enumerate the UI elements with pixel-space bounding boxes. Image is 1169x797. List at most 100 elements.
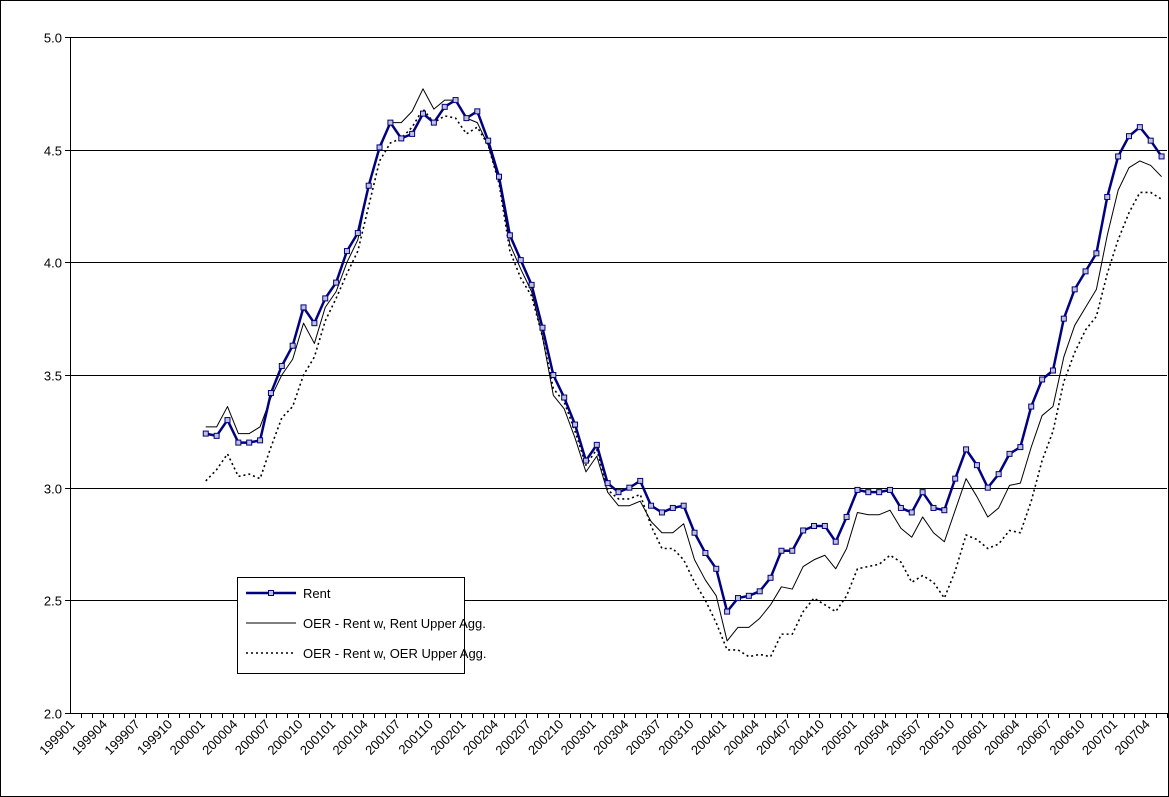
point-marker (463, 115, 470, 122)
point-marker (333, 279, 340, 286)
point-marker (702, 550, 709, 557)
point-marker (973, 462, 980, 469)
point-marker (1115, 153, 1122, 160)
point-marker (832, 538, 839, 545)
point-marker (1006, 450, 1013, 457)
point-marker (474, 108, 481, 115)
point-marker (778, 547, 785, 554)
point-marker (767, 574, 774, 581)
point-marker (800, 527, 807, 534)
point-marker (517, 257, 524, 264)
point-marker (528, 281, 535, 288)
point-marker (1104, 193, 1111, 200)
point-marker (1093, 250, 1100, 257)
point-marker (202, 430, 209, 437)
point-marker (637, 477, 644, 484)
point-marker (235, 439, 242, 446)
point-marker (963, 446, 970, 453)
point-marker (648, 502, 655, 509)
point-marker (289, 342, 296, 349)
point-marker (941, 507, 948, 514)
point-marker (919, 489, 926, 496)
point-marker (724, 608, 731, 615)
point-marker (572, 421, 579, 428)
point-marker (582, 457, 589, 464)
point-marker (224, 417, 231, 424)
point-marker (1028, 403, 1035, 410)
y-tick-label: 5.0 (44, 31, 62, 46)
point-marker (441, 103, 448, 110)
y-tick-label: 2.0 (44, 707, 62, 722)
point-marker (1147, 137, 1154, 144)
point-marker (1039, 376, 1046, 383)
point-marker (300, 304, 307, 311)
point-marker (267, 390, 274, 397)
point-marker (713, 565, 720, 572)
y-tick-label: 2.5 (44, 594, 62, 609)
point-marker (430, 119, 437, 126)
point-marker (278, 362, 285, 369)
point-marker (615, 489, 622, 496)
point-marker (593, 441, 600, 448)
point-marker (1158, 153, 1165, 160)
legend-label: OER - Rent w, OER Upper Agg. (303, 646, 487, 661)
point-marker (1060, 315, 1067, 322)
point-marker (1082, 268, 1089, 275)
point-marker (669, 504, 676, 511)
point-marker (213, 432, 220, 439)
point-marker (843, 513, 850, 520)
y-tick-label: 4.5 (44, 144, 62, 159)
point-marker (419, 110, 426, 117)
point-marker (496, 173, 503, 180)
point-marker (680, 502, 687, 509)
point-marker (485, 137, 492, 144)
legend: Rent OER - Rent w, Rent Upper Agg. OER - R… (237, 577, 487, 674)
point-marker (550, 372, 557, 378)
point-marker (908, 509, 915, 516)
point-marker (1049, 367, 1056, 374)
point-marker (930, 504, 937, 511)
point-marker (1125, 133, 1132, 140)
point-marker (354, 230, 361, 237)
point-marker (246, 439, 253, 446)
point-marker (387, 119, 394, 126)
point-marker (561, 394, 568, 401)
y-tick-label: 3.0 (44, 482, 62, 497)
legend-label: OER - Rent w, Rent Upper Agg. (303, 616, 486, 631)
point-marker (865, 489, 872, 496)
point-marker (343, 248, 350, 255)
point-marker (691, 529, 698, 536)
point-marker (995, 471, 1002, 478)
point-marker (604, 480, 611, 487)
point-marker (409, 130, 416, 137)
legend-marker (268, 590, 274, 596)
point-marker (658, 509, 665, 516)
point-marker (854, 486, 861, 493)
point-marker (734, 595, 741, 602)
point-marker (311, 320, 318, 327)
point-marker (756, 588, 763, 595)
point-marker (257, 437, 264, 444)
point-marker (897, 504, 904, 511)
point-marker (506, 232, 513, 239)
point-marker (789, 547, 796, 554)
point-marker (876, 489, 883, 496)
point-marker (365, 182, 372, 189)
legend-label: Rent (303, 586, 331, 601)
point-marker (984, 484, 991, 491)
point-marker (452, 97, 459, 104)
point-marker (539, 324, 546, 331)
y-tick-label: 3.5 (44, 369, 62, 384)
point-marker (1136, 124, 1143, 131)
point-marker (398, 135, 405, 142)
point-marker (626, 484, 633, 491)
point-marker (322, 295, 329, 302)
point-marker (1071, 286, 1078, 293)
point-marker (376, 144, 383, 151)
point-marker (821, 522, 828, 529)
point-marker (1017, 444, 1024, 451)
point-marker (887, 486, 894, 493)
point-marker (952, 475, 959, 482)
